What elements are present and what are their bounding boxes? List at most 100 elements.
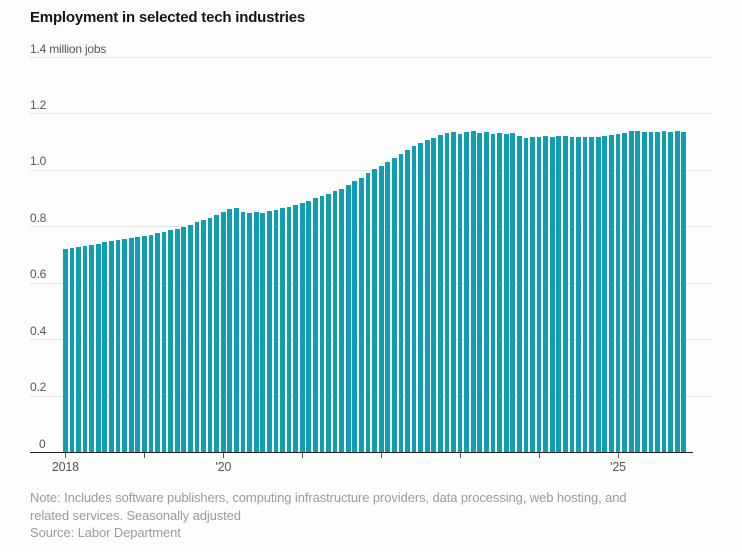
gridline-1.4	[30, 57, 712, 58]
bar	[424, 139, 430, 452]
bar	[464, 131, 470, 452]
y-axis-label: 1.2	[30, 97, 47, 112]
bar	[497, 132, 502, 452]
bar	[69, 247, 75, 452]
bar	[648, 132, 654, 452]
bar	[135, 237, 141, 452]
bar	[477, 132, 483, 452]
bar	[188, 224, 193, 452]
bar	[510, 132, 516, 452]
y-axis-label: 0.4	[30, 323, 47, 338]
bar	[622, 132, 627, 452]
bar	[345, 185, 351, 452]
bar	[168, 230, 173, 452]
bar	[201, 220, 206, 452]
bar	[451, 131, 456, 452]
bar	[161, 231, 167, 452]
gridline-0.6	[30, 282, 712, 284]
bar	[589, 137, 595, 452]
employment-bar-chart: 1.4 million jobs 1.2 1.0 0.8 0.6 0.4 0.2 0 2018 '…	[30, 42, 712, 475]
bar	[273, 209, 279, 452]
bar	[385, 161, 391, 452]
bar	[253, 211, 259, 452]
chart-source: Source: Labor Department	[30, 525, 181, 540]
y-axis-label: 0	[39, 436, 46, 451]
bar	[457, 133, 463, 452]
bar	[365, 173, 371, 452]
bar	[444, 133, 450, 452]
bar	[122, 239, 127, 452]
x-axis-tick	[381, 453, 383, 458]
bar	[543, 136, 548, 452]
gridline-0.8	[30, 226, 712, 228]
bar	[89, 244, 95, 452]
bar	[378, 165, 384, 452]
bar	[405, 149, 410, 452]
bar	[391, 157, 397, 452]
gridline-1.0	[30, 169, 712, 171]
bar	[516, 136, 522, 452]
y-axis-label: 0.8	[30, 210, 47, 225]
bar	[661, 131, 667, 452]
bar	[207, 217, 213, 452]
bar	[194, 222, 200, 452]
bar	[128, 238, 134, 452]
bar	[359, 177, 364, 452]
bar	[602, 136, 608, 452]
bar	[609, 135, 614, 452]
gridline-0.4	[30, 339, 712, 341]
bar	[569, 136, 575, 452]
chart-note-line1: Note: Includes software publishers, comp…	[30, 490, 627, 505]
gridline-1.2	[30, 113, 712, 115]
x-axis-label: 2018	[51, 460, 79, 474]
chart-note: Note: Includes software publishers, comp…	[30, 489, 627, 524]
x-axis-tick	[144, 453, 146, 458]
bar	[339, 188, 345, 452]
bar	[398, 153, 404, 452]
bar	[352, 181, 358, 452]
chart-title: Employment in selected tech industries	[30, 9, 305, 26]
bar	[332, 191, 338, 452]
bar	[563, 135, 568, 452]
bar	[293, 205, 298, 452]
bar	[109, 241, 114, 452]
bar	[82, 245, 88, 452]
bar	[306, 200, 312, 452]
bar	[530, 137, 535, 452]
bar	[418, 142, 423, 452]
bar	[655, 131, 660, 452]
bar	[266, 211, 272, 452]
bar	[76, 246, 81, 452]
bar	[668, 131, 673, 452]
bar	[299, 203, 305, 452]
bar	[181, 226, 187, 452]
bar	[214, 215, 220, 452]
bar	[326, 194, 331, 452]
bar	[155, 233, 160, 452]
bar	[240, 211, 246, 452]
x-axis-tick	[223, 453, 225, 458]
bar	[582, 136, 588, 452]
bar	[286, 206, 292, 452]
bar	[536, 136, 542, 452]
bar	[503, 133, 509, 452]
bar	[438, 135, 443, 452]
bar	[681, 131, 687, 452]
bar	[635, 130, 641, 452]
x-axis-tick	[65, 453, 67, 458]
y-axis-label: 1.0	[30, 154, 47, 169]
bar	[641, 131, 647, 452]
bar	[372, 169, 377, 452]
bar	[102, 242, 108, 452]
x-axis-tick	[302, 453, 304, 458]
chart-footer: Note: Includes software publishers, comp…	[30, 489, 627, 542]
bar	[95, 243, 101, 452]
bar	[63, 248, 68, 452]
bar	[313, 198, 318, 452]
x-axis-label: '20	[215, 460, 232, 474]
x-axis-line	[30, 452, 693, 453]
y-axis-label: 0.2	[30, 380, 47, 395]
bar	[247, 213, 252, 452]
bar	[549, 136, 555, 452]
bar	[234, 207, 239, 452]
